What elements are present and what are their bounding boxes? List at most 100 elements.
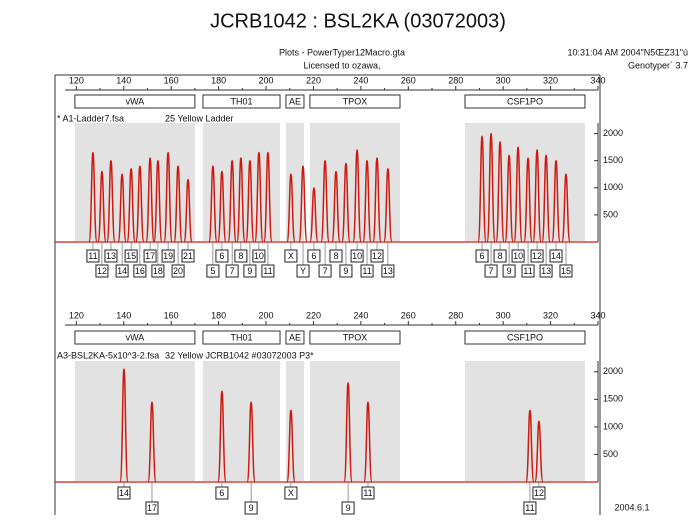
allele-label: 6 — [219, 251, 224, 261]
sample-name: 32 Yellow JCRB1042 #03072003 P3* — [165, 350, 314, 360]
allele-label: 14 — [119, 488, 129, 498]
x-tick-label: 260 — [401, 75, 416, 85]
marker-name: AE — [289, 96, 301, 106]
peak — [119, 368, 129, 483]
file-name: A3-BSL2KA-5x10^3-2.fsa — [57, 350, 159, 360]
allele-box — [124, 249, 138, 263]
allele-box — [307, 249, 321, 263]
allele-label: 9 — [507, 266, 512, 276]
allele-label: Y — [300, 266, 306, 276]
peak — [245, 159, 255, 243]
allele-label: 8 — [333, 251, 338, 261]
x-tick-label: 300 — [496, 310, 511, 320]
allele-label: 13 — [106, 251, 116, 261]
peak — [286, 173, 296, 243]
x-tick-label: 220 — [306, 75, 321, 85]
peak — [106, 159, 116, 243]
y-tick-label: 1500 — [603, 394, 623, 404]
allele-label: 6 — [219, 488, 224, 498]
peak — [135, 165, 145, 243]
allele-label: 10 — [352, 251, 362, 261]
bin-shade — [285, 361, 304, 481]
file-name: * A1-Ladder7.fsa — [57, 113, 124, 123]
x-tick-label: 340 — [590, 310, 605, 320]
allele-label: 12 — [534, 488, 544, 498]
peak — [532, 149, 542, 243]
peak — [352, 149, 362, 243]
peak — [117, 173, 127, 243]
peak — [525, 409, 535, 483]
allele-label: 11 — [263, 266, 272, 276]
allele-label: 9 — [346, 503, 351, 513]
allele-label: 8 — [238, 251, 243, 261]
peak — [163, 151, 173, 243]
y-tick-label: 1500 — [603, 155, 623, 165]
peak — [217, 170, 227, 243]
bin-shade — [285, 123, 304, 241]
peak — [309, 187, 319, 243]
peak — [263, 151, 273, 243]
peak — [88, 151, 98, 243]
allele-box — [511, 249, 525, 263]
marker-box — [74, 94, 196, 109]
allele-box — [181, 249, 195, 263]
peak — [217, 390, 227, 483]
allele-box — [284, 486, 298, 500]
allele-box — [532, 486, 546, 500]
allele-box — [381, 264, 395, 278]
allele-box — [523, 501, 537, 515]
allele-box — [559, 264, 573, 278]
peak — [173, 165, 183, 243]
marker-name: TH01 — [230, 332, 252, 342]
allele-label: 11 — [362, 266, 371, 276]
marker-name: TPOX — [343, 332, 368, 342]
x-tick-label: 340 — [590, 75, 605, 85]
allele-box — [133, 264, 147, 278]
allele-label: 9 — [249, 503, 254, 513]
x-tick-label: 300 — [496, 75, 511, 85]
allele-box — [296, 264, 310, 278]
allele-label: 19 — [163, 251, 173, 261]
version: Genotyper` 3.7 — [628, 60, 688, 70]
x-tick-label: 280 — [448, 310, 463, 320]
allele-box — [484, 264, 498, 278]
marker-name: vWA — [126, 332, 145, 342]
allele-box — [549, 249, 563, 263]
allele-box — [502, 264, 516, 278]
allele-label: 6 — [311, 251, 316, 261]
x-tick-label: 280 — [448, 75, 463, 85]
x-tick-label: 140 — [116, 75, 131, 85]
allele-label: 17 — [145, 251, 155, 261]
marker-box — [285, 94, 305, 109]
time: 10:31:04 AM 2004"N5ŒZ31"ú — [568, 47, 688, 57]
allele-box — [339, 264, 353, 278]
peak — [343, 382, 353, 483]
x-tick-label: 320 — [543, 310, 558, 320]
allele-label: 11 — [363, 488, 372, 498]
marker-box — [285, 330, 305, 345]
marker-name: CSF1PO — [507, 332, 543, 342]
y-tick-label: 1000 — [603, 182, 623, 192]
x-tick-label: 120 — [69, 75, 84, 85]
program: Plots - PowerTyper12Macro.gta — [279, 47, 405, 57]
allele-box — [360, 264, 374, 278]
marker-box — [464, 330, 586, 345]
allele-box — [95, 264, 109, 278]
allele-box — [318, 264, 332, 278]
peak — [254, 151, 264, 243]
chart-title: JCRB1042 : BSL2KA (03072003) — [210, 10, 506, 32]
allele-box — [244, 501, 258, 515]
allele-box — [145, 501, 159, 515]
marker-box — [202, 94, 281, 109]
allele-box — [341, 501, 355, 515]
marker-box — [464, 94, 586, 109]
x-tick-label: 240 — [353, 75, 368, 85]
footer: 2004.6.1 — [614, 502, 649, 512]
allele-label: 7 — [230, 266, 235, 276]
peak — [362, 159, 372, 243]
allele-box — [252, 249, 266, 263]
allele-label: 17 — [147, 503, 157, 513]
allele-box — [521, 264, 535, 278]
peak — [513, 146, 523, 243]
